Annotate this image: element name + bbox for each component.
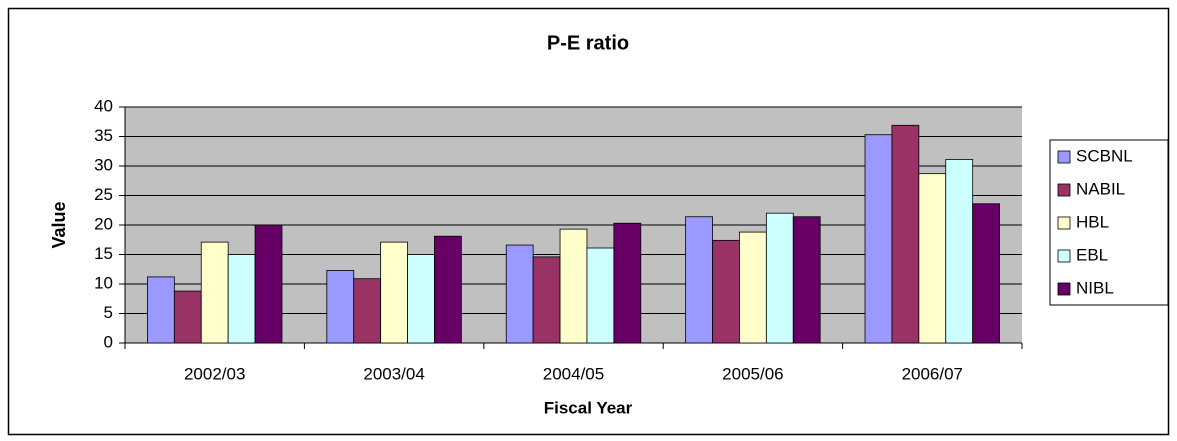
y-tick-label: 5 bbox=[104, 303, 113, 322]
x-tick-label: 2004/05 bbox=[543, 364, 604, 383]
bar bbox=[792, 216, 821, 344]
bar bbox=[434, 235, 462, 344]
y-tick-label: 40 bbox=[94, 96, 113, 115]
y-tick-label: 35 bbox=[94, 126, 113, 145]
bar bbox=[326, 270, 355, 344]
bar bbox=[765, 212, 794, 344]
bar bbox=[891, 124, 920, 344]
legend-label: EBL bbox=[1076, 245, 1108, 264]
bar bbox=[532, 256, 561, 344]
legend-label: NIBL bbox=[1076, 278, 1114, 297]
bar bbox=[586, 247, 615, 344]
bar bbox=[173, 290, 202, 344]
x-tick-label: 2005/06 bbox=[722, 364, 783, 383]
bar bbox=[147, 276, 175, 344]
legend-label: NABIL bbox=[1076, 179, 1125, 198]
chart-title: P-E ratio bbox=[547, 32, 629, 54]
x-tick-label: 2003/04 bbox=[363, 364, 424, 383]
x-axis-label: Fiscal Year bbox=[544, 398, 633, 417]
bar bbox=[685, 216, 713, 344]
bar bbox=[613, 222, 642, 344]
bar bbox=[739, 231, 767, 344]
y-axis-label: Value bbox=[49, 201, 69, 248]
bar bbox=[353, 278, 382, 344]
y-tick-label: 20 bbox=[94, 214, 113, 233]
legend-swatch bbox=[1057, 249, 1071, 263]
y-tick-label: 15 bbox=[94, 244, 113, 263]
y-tick-label: 25 bbox=[94, 185, 113, 204]
y-tick-label: 30 bbox=[94, 155, 113, 174]
bar bbox=[505, 244, 534, 344]
bar bbox=[972, 203, 1000, 344]
legend-label: HBL bbox=[1076, 212, 1109, 231]
bar bbox=[712, 239, 740, 344]
legend-label: SCBNL bbox=[1076, 146, 1133, 165]
bar bbox=[407, 254, 435, 344]
bar bbox=[918, 173, 947, 344]
bar bbox=[227, 254, 256, 344]
bar bbox=[254, 224, 283, 344]
legend-swatch bbox=[1057, 216, 1071, 230]
bar bbox=[380, 241, 408, 344]
x-tick-label: 2002/03 bbox=[184, 364, 245, 383]
legend-swatch bbox=[1057, 282, 1071, 296]
legend-swatch bbox=[1057, 150, 1071, 164]
legend-swatch bbox=[1057, 183, 1071, 197]
bar bbox=[559, 228, 588, 344]
y-tick-label: 0 bbox=[104, 332, 113, 351]
bar bbox=[864, 134, 893, 344]
x-tick-label: 2006/07 bbox=[902, 364, 963, 383]
bar bbox=[200, 241, 229, 344]
bar bbox=[945, 159, 974, 344]
y-tick-label: 10 bbox=[94, 273, 113, 292]
